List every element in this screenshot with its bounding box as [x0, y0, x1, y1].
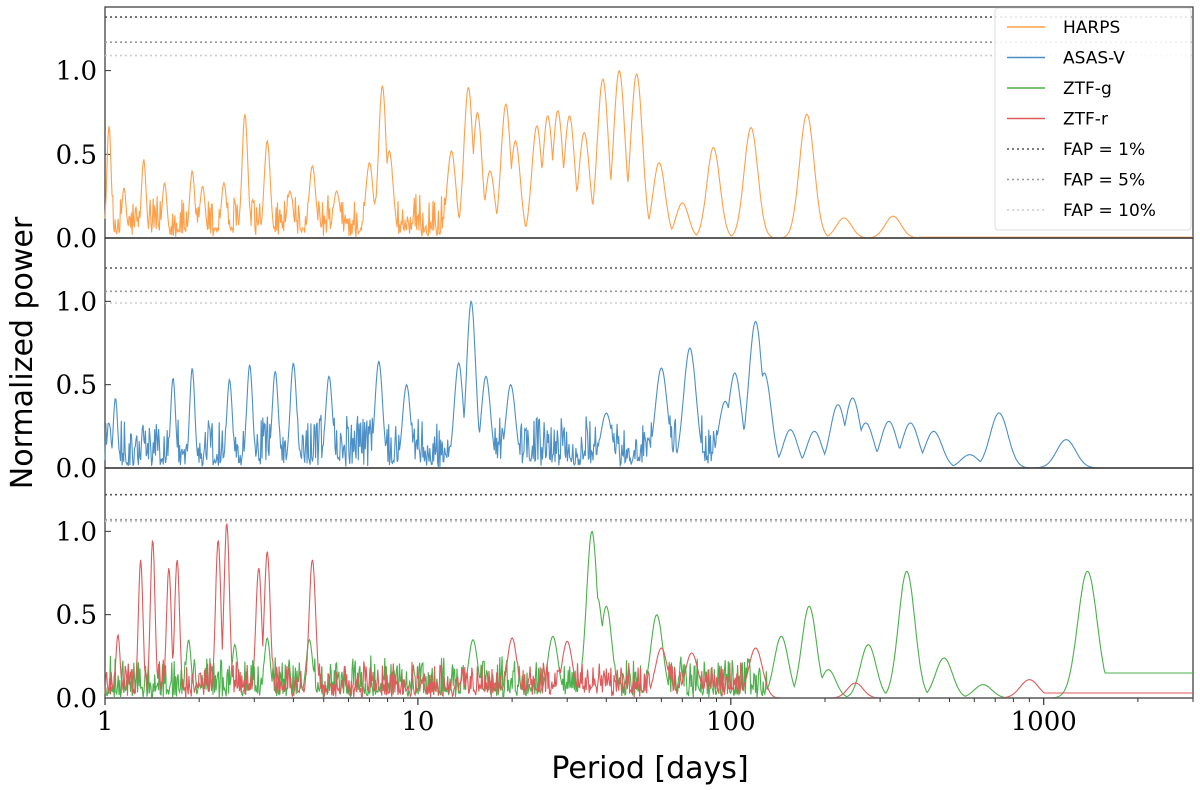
legend-entry: ASAS-V [1063, 49, 1125, 69]
legend-box [994, 7, 1192, 231]
panel-middle: 0.0 0.5 1.0 [56, 237, 1194, 484]
y-tick-label: 1.0 [56, 287, 97, 317]
legend-entry: ZTF-r [1063, 110, 1108, 130]
y-tick-label: 0.0 [56, 454, 97, 484]
y-tick-label: 0.0 [56, 684, 97, 714]
legend-entry: FAP = 5% [1063, 171, 1145, 191]
legend-entry: FAP = 10% [1063, 201, 1156, 221]
legend: HARPS ASAS-V ZTF-g ZTF-r FAP = 1% FAP = 5% FAP… [994, 7, 1192, 231]
y-tick-label: 0.5 [56, 601, 97, 631]
legend-entry: FAP = 1% [1063, 140, 1145, 160]
panels: 0.0 0.5 1.0 0.0 0.5 1.0 0.0 0.5 1.0 [56, 6, 1194, 714]
x-axis: 1 10 100 1000 [97, 698, 1194, 737]
y-tick-label: 0.5 [56, 371, 97, 401]
panel-bottom: 0.0 0.5 1.0 [56, 467, 1194, 714]
y-tick-label: 1.0 [56, 517, 97, 547]
y-tick-label: 0.0 [56, 224, 97, 254]
y-tick-label: 1.0 [56, 57, 97, 87]
y-tick-label: 0.5 [56, 140, 97, 170]
x-tick-label: 10 [401, 707, 434, 737]
x-tick-label: 1 [97, 707, 114, 737]
x-axis-label: Period [days] [551, 751, 748, 786]
legend-entry: HARPS [1063, 18, 1120, 38]
series-harps [104, 69, 1193, 239]
series-asas-v [104, 299, 1193, 469]
series-ztf-r [104, 523, 1193, 699]
x-tick-label: 100 [706, 707, 756, 737]
x-tick-label: 1000 [1011, 707, 1077, 737]
y-axis-label: Normalized power [5, 216, 40, 489]
legend-entry: ZTF-g [1063, 79, 1112, 99]
